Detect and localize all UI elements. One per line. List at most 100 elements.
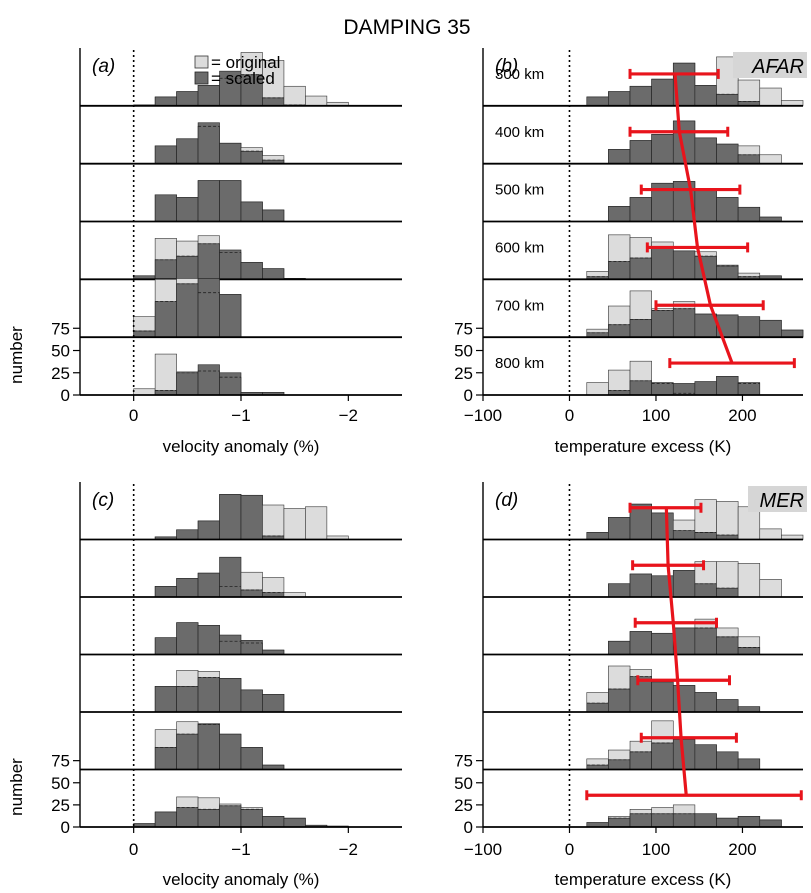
figure-title: DAMPING 35 <box>343 16 470 39</box>
bar-scaled <box>197 677 220 713</box>
bar-scaled <box>219 733 242 770</box>
bar-scaled <box>629 631 652 655</box>
bar-scaled <box>219 494 242 540</box>
bar-scaled <box>651 632 674 655</box>
bar-scaled <box>240 150 263 164</box>
bar-scaled <box>176 372 199 396</box>
bar-scaled <box>262 209 285 222</box>
depth-label: 500 km <box>495 182 544 199</box>
depth-label: 600 km <box>495 239 544 256</box>
bar-scaled <box>283 817 306 828</box>
y-tick-label: 75 <box>51 752 70 771</box>
bar-scaled <box>694 313 717 338</box>
bar-scaled <box>694 627 717 655</box>
bar-scaled <box>154 194 177 222</box>
bar-scaled <box>651 681 674 713</box>
y-tick-label: 0 <box>464 386 473 405</box>
panel-b: 300 km 400 km 500 km 600 km 700 km 800 km −100… <box>454 48 807 456</box>
histogram-row: 600 km <box>483 234 803 281</box>
bar-scaled <box>240 262 263 280</box>
y-tick-label: 50 <box>51 774 70 793</box>
y-tick-label: 75 <box>454 752 473 771</box>
bar-scaled <box>240 589 263 598</box>
bar-scaled <box>651 247 674 280</box>
x-tick-label: 0 <box>129 406 138 425</box>
bar-scaled <box>694 85 717 107</box>
histogram-row: 500 km <box>483 181 803 223</box>
bar-scaled <box>651 512 674 540</box>
legend: = original= scaled <box>194 53 280 88</box>
bar-original <box>759 154 782 164</box>
bar-scaled <box>629 676 652 713</box>
legend-label-scaled: = scaled <box>211 69 275 88</box>
bar-scaled <box>651 310 674 338</box>
bar-scaled <box>672 530 696 540</box>
x-tick-label: −1 <box>231 406 250 425</box>
bar-scaled <box>197 809 220 828</box>
bar-original <box>262 504 285 540</box>
histogram-row <box>483 720 803 771</box>
y-tick-label: 75 <box>51 319 70 338</box>
bar-original <box>737 563 761 598</box>
x-tick-label: −2 <box>339 406 358 425</box>
histogram-row <box>80 180 402 223</box>
bar-scaled <box>608 583 631 598</box>
bar-original <box>133 388 156 396</box>
bar-scaled <box>608 517 631 540</box>
bar-scaled <box>716 751 739 770</box>
x-tick-label: 100 <box>642 406 670 425</box>
legend-label-original: = original <box>211 53 280 72</box>
bar-scaled <box>219 634 242 655</box>
bar-scaled <box>672 685 696 713</box>
bar-scaled <box>197 180 220 222</box>
x-tick-label: 0 <box>565 840 574 859</box>
bar-scaled <box>737 154 761 164</box>
bar-scaled <box>737 758 761 770</box>
bar-scaled <box>197 724 220 770</box>
bar-scaled <box>694 744 717 770</box>
panels-layer: 0 −1 −2 0 25 50 75 velocity anomaly (%) number (a… <box>7 48 807 889</box>
histogram-row <box>80 122 402 165</box>
x-axis-label: temperature excess (K) <box>555 870 732 889</box>
bar-scaled <box>176 91 199 107</box>
bar-scaled <box>197 572 220 598</box>
bar-scaled <box>240 747 263 770</box>
bar-scaled <box>176 686 199 713</box>
bar-scaled <box>694 692 717 713</box>
bar-scaled <box>154 811 177 828</box>
legend-swatch-scaled <box>194 71 209 85</box>
bar-scaled <box>154 301 177 338</box>
bar-scaled <box>154 96 177 107</box>
bar-scaled <box>176 255 199 280</box>
bar-scaled <box>608 688 631 713</box>
bar-scaled <box>197 85 220 107</box>
bar-scaled <box>176 529 199 540</box>
bar-scaled <box>219 180 242 222</box>
bar-scaled <box>197 278 220 338</box>
bar-scaled <box>608 759 631 770</box>
bar-scaled <box>176 807 199 828</box>
bar-scaled <box>262 816 285 828</box>
bar-scaled <box>629 380 652 396</box>
panel-letter: (c) <box>92 490 114 511</box>
bar-scaled <box>176 283 199 338</box>
histogram-row: 800 km <box>483 355 803 396</box>
bar-scaled <box>629 813 652 828</box>
bar-scaled <box>651 742 674 770</box>
histogram-row: 400 km <box>483 120 803 165</box>
bar-scaled <box>176 578 199 598</box>
panel-a: 0 −1 −2 0 25 50 75 velocity anomaly (%) number (a… <box>7 48 402 456</box>
bar-scaled <box>759 319 782 338</box>
bar-scaled <box>716 143 739 164</box>
bar-scaled <box>154 145 177 164</box>
bar-scaled <box>651 134 674 164</box>
region-badge-bg <box>733 52 807 78</box>
error-bars <box>585 502 803 801</box>
y-tick-label: 0 <box>464 818 473 837</box>
bar-scaled <box>154 747 177 770</box>
bar-scaled <box>737 816 761 828</box>
bar-scaled <box>716 636 739 655</box>
histogram-row <box>80 235 402 281</box>
depth-label: 400 km <box>495 124 544 141</box>
bar-scaled <box>197 520 220 540</box>
